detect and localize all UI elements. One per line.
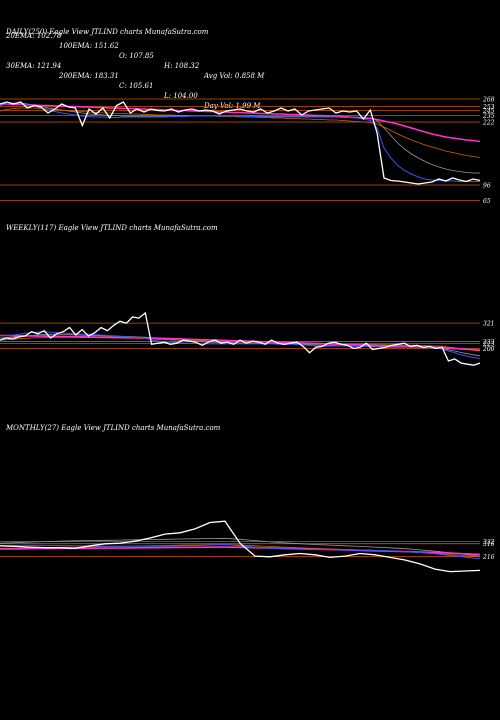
day-vol-readout: Day Vol: 1.99 M xyxy=(204,102,261,110)
header-row-1: 20EMA: 102.78 100EMA: 151.62 O: 107.85 H… xyxy=(6,21,264,80)
level-label-253: 253 xyxy=(482,104,495,111)
level-label-222: 222 xyxy=(482,120,495,127)
weekly-chart-title: WEEKLY(117) Eagle View JTLIND charts Mun… xyxy=(6,224,218,232)
monthly-chart-title: MONTHLY(27) Eagle View JTLIND charts Mun… xyxy=(6,424,221,432)
ema-magenta-series-line xyxy=(0,103,481,143)
level-label-216: 216 xyxy=(482,554,495,561)
daily-chart-title: DAILY(250) Eagle View JTLIND charts Muna… xyxy=(6,28,209,36)
level-label-200: 200 xyxy=(482,346,495,353)
level-label-96: 96 xyxy=(483,183,491,190)
indicator-header: 20EMA: 102.78 100EMA: 151.62 O: 107.85 H… xyxy=(6,1,264,110)
ema-blue-series-line xyxy=(0,102,480,182)
level-label-245: 245 xyxy=(482,108,495,115)
daily-chart-panel: DAILY(250) Eagle View JTLIND charts Muna… xyxy=(0,28,500,208)
ema-orange-series-line xyxy=(0,337,481,352)
ema30-readout: 30EMA: 121.94 xyxy=(6,62,62,70)
price-series-line xyxy=(0,311,481,366)
weekly-chart-panel: WEEKLY(117) Eagle View JTLIND charts Mun… xyxy=(0,224,500,384)
ema20-readout: 20EMA: 102.78 xyxy=(6,32,62,40)
monthly-chart-panel: MONTHLY(27) Eagle View JTLIND charts Mun… xyxy=(0,424,500,584)
ema-orange-series-line xyxy=(0,107,481,158)
price-series-line xyxy=(0,101,481,185)
price-series-line xyxy=(0,520,481,573)
avg-vol-readout: Avg Vol: 0.858 M xyxy=(204,72,265,80)
ema200-readout: 200EMA: 183.31 xyxy=(59,72,119,80)
ema-blue-series-line xyxy=(0,543,481,560)
ema-blue-series-line xyxy=(0,331,481,359)
ema-orange-series-line xyxy=(0,544,481,558)
level-label-223: 223 xyxy=(482,341,495,348)
close-readout: C: 105.61 xyxy=(119,82,154,90)
high-readout: H: 108.32 xyxy=(164,62,200,70)
level-label-235: 235 xyxy=(482,113,495,120)
ema100-readout: 100EMA: 151.62 xyxy=(59,42,119,50)
header-row-2: 30EMA: 121.94 200EMA: 183.31 C: 105.61 L… xyxy=(6,51,260,110)
ema-magenta-series-line xyxy=(0,334,481,351)
open-readout: O: 107.85 xyxy=(119,52,154,60)
level-label-65: 65 xyxy=(483,198,491,205)
ema-gray-series-line xyxy=(0,537,481,557)
low-readout: L: 104.00 xyxy=(164,92,198,100)
ema-gray-series-line xyxy=(0,102,480,174)
level-label-321: 321 xyxy=(483,321,494,328)
level-label-332: 332 xyxy=(483,539,495,546)
level-label-316: 316 xyxy=(483,541,495,548)
level-label-233: 233 xyxy=(482,339,495,346)
level-label-268: 268 xyxy=(482,97,495,104)
